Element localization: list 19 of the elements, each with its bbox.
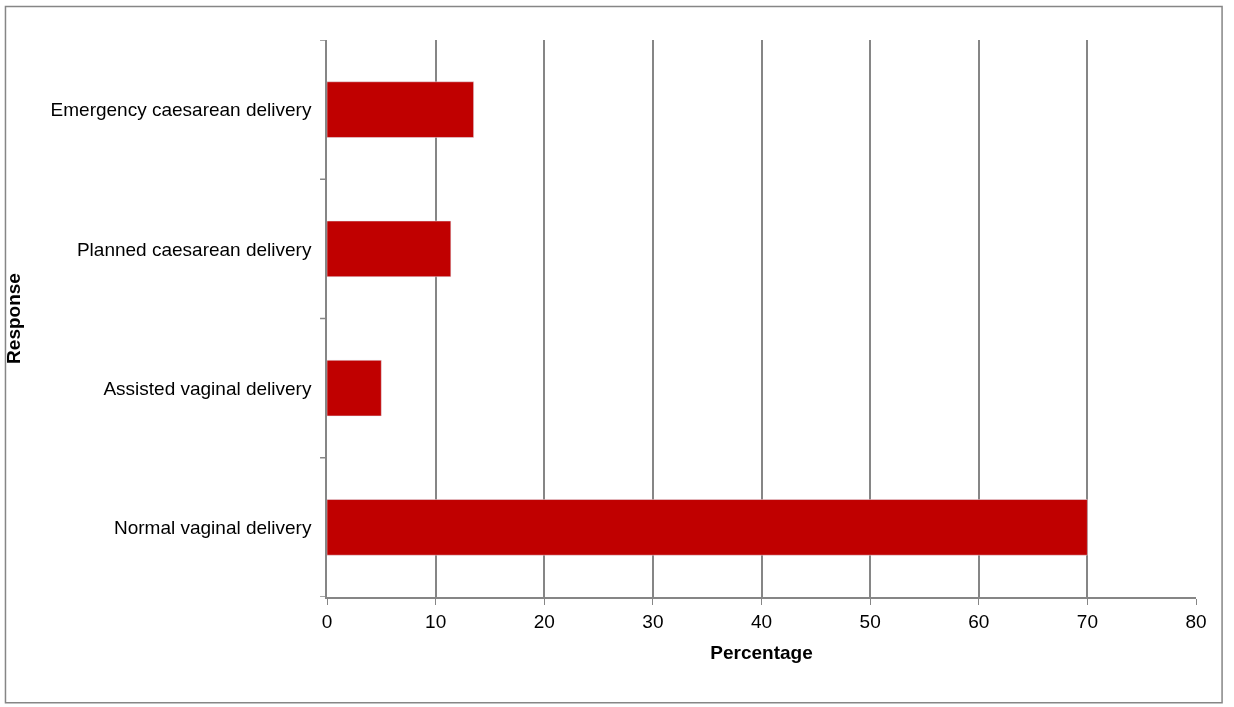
x-axis-title: Percentage bbox=[710, 641, 813, 663]
bar bbox=[327, 81, 474, 138]
x-tick-label: 70 bbox=[1076, 610, 1098, 632]
x-tick-label: 40 bbox=[750, 610, 773, 632]
y-tick-label: Assisted vaginal delivery bbox=[103, 377, 312, 399]
x-tick-label: 60 bbox=[968, 610, 990, 632]
bar bbox=[327, 220, 452, 277]
bar bbox=[327, 360, 382, 417]
y-axis-title: Response bbox=[2, 273, 24, 364]
y-tick-label: Planned caesarean delivery bbox=[76, 238, 312, 260]
bar bbox=[327, 499, 1088, 556]
x-tick-label: 10 bbox=[425, 610, 447, 632]
x-tick-label: 50 bbox=[859, 610, 881, 632]
y-tick-label: Emergency caesarean delivery bbox=[50, 99, 312, 121]
x-tick-label: 0 bbox=[321, 610, 333, 632]
x-tick-label: 20 bbox=[533, 610, 555, 632]
y-tick-label: Normal vaginal delivery bbox=[113, 517, 312, 539]
x-tick-label: 30 bbox=[642, 610, 664, 632]
x-tick-label: 80 bbox=[1185, 610, 1207, 632]
